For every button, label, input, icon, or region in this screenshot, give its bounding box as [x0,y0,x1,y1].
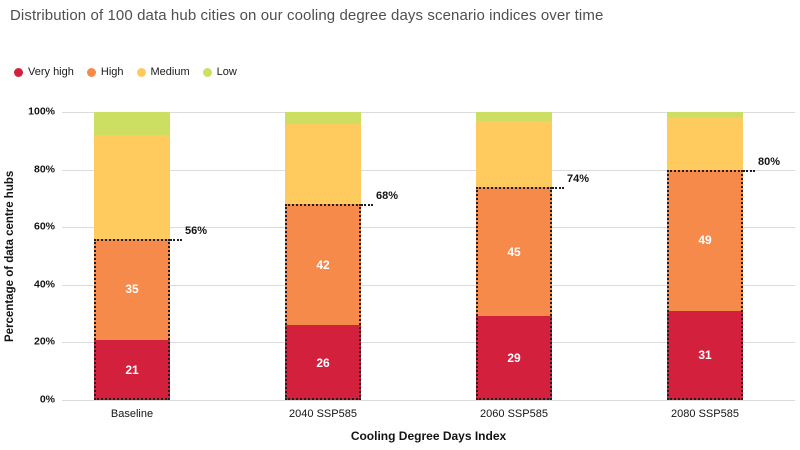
bar-segment-high [94,238,170,340]
x-tick-label-2080-ssp585: 2080 SSP585 [671,408,739,420]
y-tick-label: 0% [39,393,55,406]
segment-value-label: 29 [507,351,521,366]
legend: Very high High Medium Low [14,66,237,78]
legend-label: Medium [150,66,190,78]
legend-item-very-high: Very high [14,66,74,78]
gridline [62,284,795,286]
bar-segment-low [667,112,743,118]
cumulative-outline [94,238,170,400]
legend-dot-very-high-icon [14,67,23,77]
bar-segment-very-high [94,339,170,400]
gridline [62,112,795,113]
segment-value-label: 21 [125,362,139,377]
cumulative-line-extension [361,204,373,207]
gridline [62,227,795,229]
bar-segment-very-high [476,316,552,400]
y-tick-label: 60% [33,220,55,233]
segment-value-label: 35 [125,282,139,297]
x-axis-title: Cooling Degree Days Index [350,429,507,443]
cumulative-line-extension [743,169,755,172]
gridline [62,400,795,401]
legend-label: High [100,66,124,78]
bar-segment-low [476,112,552,121]
bar-segment-medium [476,120,552,187]
segment-value-label: 31 [698,348,712,363]
legend-item-low: Low [202,66,237,78]
bar-segment-high [285,204,361,326]
legend-dot-low-icon [202,67,212,77]
legend-item-high: High [86,66,124,78]
cumulative-outline [667,169,743,400]
cumulative-label: 56% [185,224,208,237]
y-tick-label: 20% [33,335,55,348]
legend-label: Low [216,66,237,78]
gridline [62,169,795,171]
bar-segment-low [285,112,361,124]
y-tick-label: 40% [33,278,55,291]
x-tick-label-2060-ssp585: 2060 SSP585 [480,408,548,420]
bar-segment-very-high [667,310,743,400]
cumulative-outline [285,204,361,400]
bar-segment-medium [667,117,743,170]
x-tick-label-baseline: Baseline [110,408,154,420]
segment-value-label: 42 [316,257,330,272]
y-tick-label: 100% [28,105,55,118]
bar-segment-low [94,112,170,136]
legend-item-medium: Medium [136,66,190,78]
segment-value-label: 45 [507,244,521,259]
bar-segment-medium [285,123,361,205]
cumulative-line-extension [170,238,182,241]
x-tick-label-2040-ssp585: 2040 SSP585 [289,408,357,420]
bar-segment-high [667,169,743,311]
legend-dot-medium-icon [136,67,146,77]
cumulative-label: 74% [567,172,590,185]
legend-label: Very high [28,66,74,78]
legend-dot-high-icon [86,67,96,77]
chart-title: Distribution of 100 data hub cities on o… [10,7,604,24]
y-tick-label: 80% [33,163,55,176]
bar-segment-very-high [285,325,361,400]
gridline [62,342,795,344]
bar-segment-medium [94,135,170,239]
cumulative-line-extension [552,186,564,189]
cumulative-label: 80% [758,155,781,168]
cumulative-label: 68% [376,190,399,203]
segment-value-label: 49 [698,233,712,248]
bar-segment-high [476,186,552,317]
cumulative-outline [476,186,552,400]
segment-value-label: 26 [316,355,330,370]
